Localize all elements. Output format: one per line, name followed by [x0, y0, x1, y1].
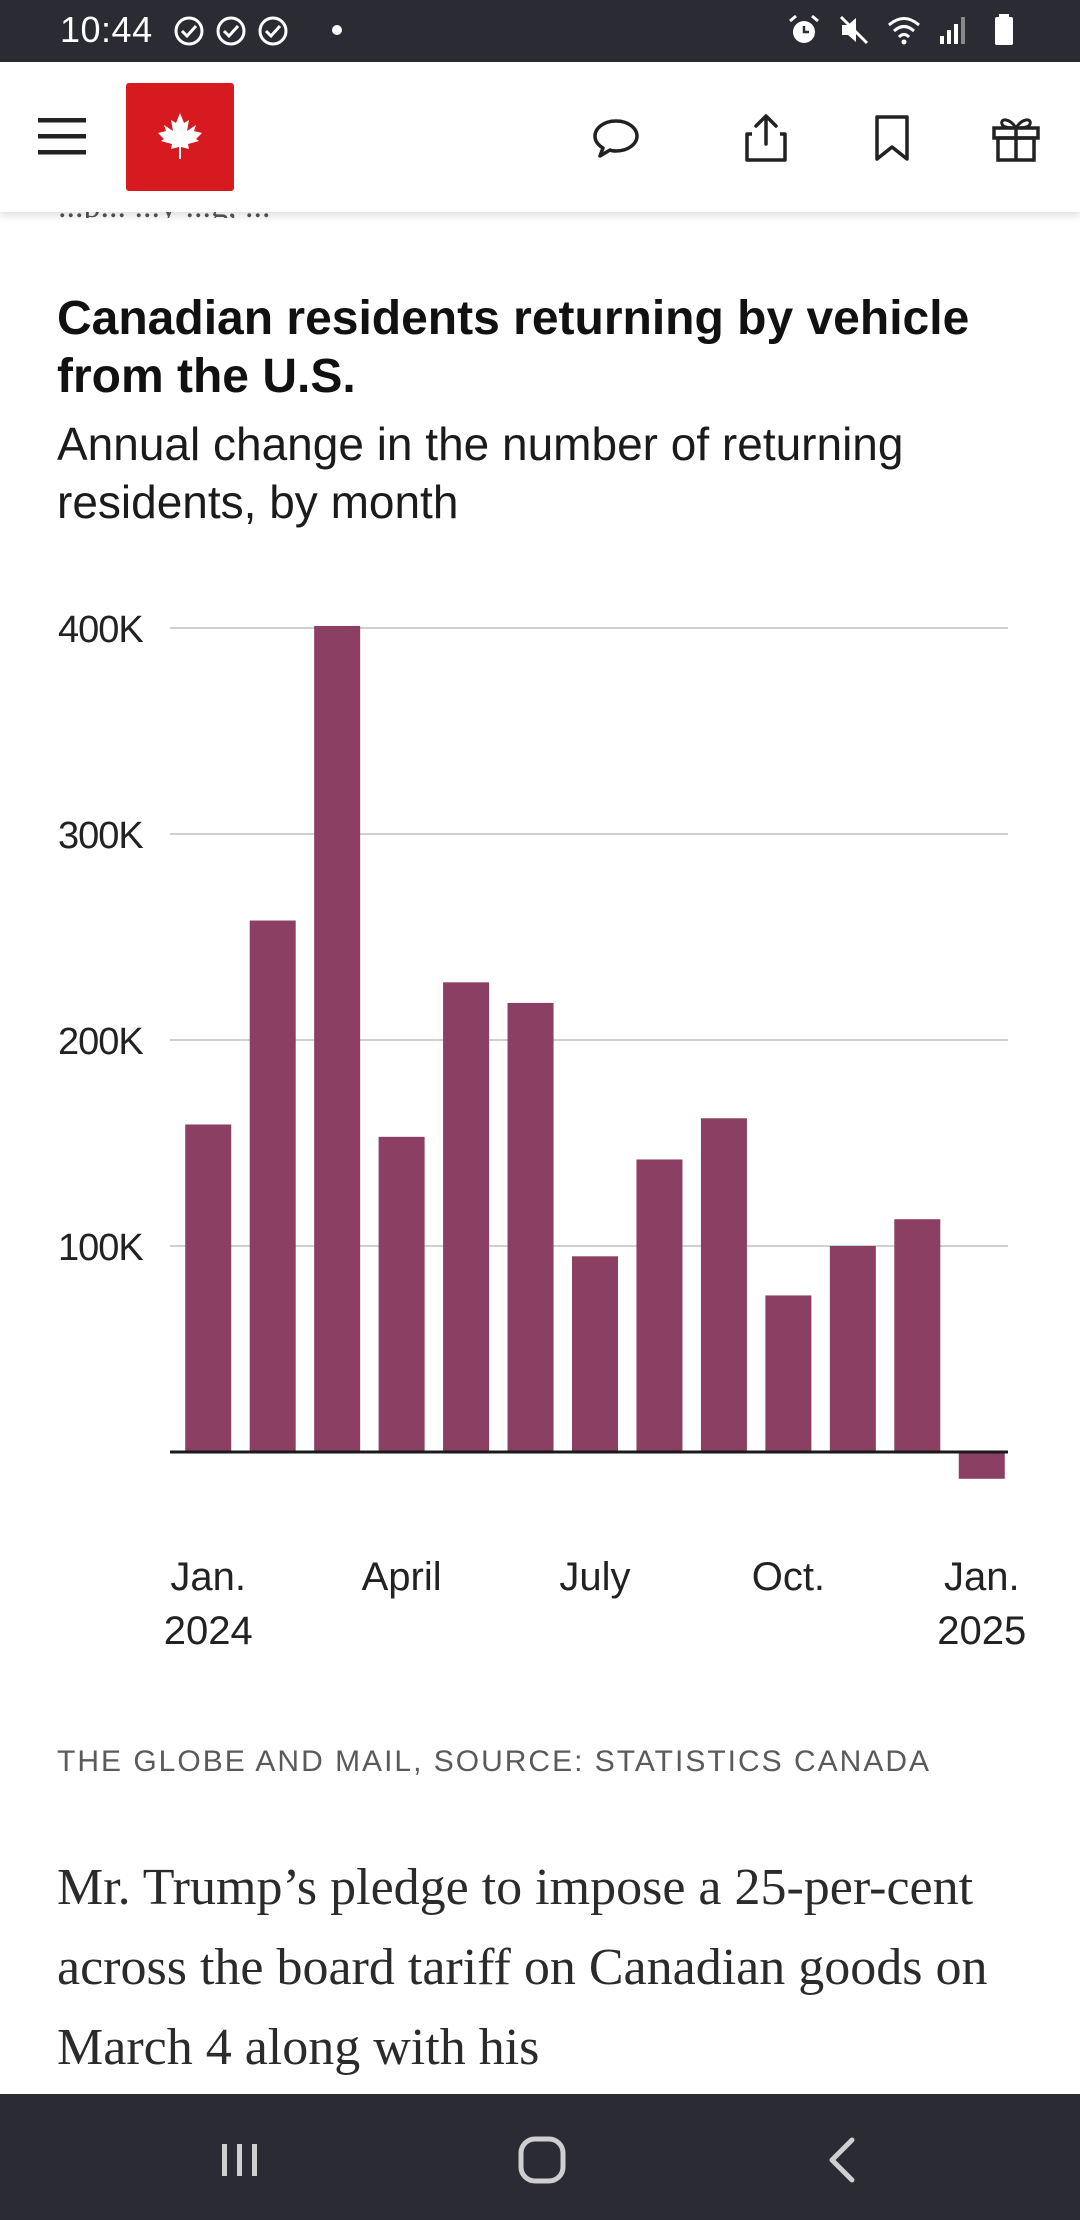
status-notifications [172, 14, 290, 48]
alarm-icon [789, 14, 819, 43]
x-tick-label: 2024 [164, 1609, 253, 1653]
check-circle-icon [174, 16, 204, 46]
bar [507, 1002, 554, 1452]
bar [314, 625, 361, 1452]
check-circle-icon [258, 16, 288, 46]
bar [829, 1246, 876, 1452]
x-tick-label: Jan. [170, 1555, 246, 1599]
gift-icon[interactable] [990, 112, 1042, 164]
bookmark-icon[interactable] [866, 112, 918, 164]
chart-title: Canadian residents returning by vehicle … [57, 292, 970, 403]
recent-apps-icon[interactable] [212, 2132, 268, 2188]
y-tick-label: 100K [58, 1227, 143, 1269]
globe-and-mail-logo[interactable] [126, 83, 234, 191]
app-toolbar [0, 62, 1080, 212]
status-time: 10:44 [60, 9, 153, 50]
signal-icon [940, 17, 965, 44]
maple-leaf-icon [158, 113, 202, 159]
y-tick-label: 200K [58, 1021, 143, 1063]
bar [378, 1136, 425, 1452]
comment-icon[interactable] [590, 112, 642, 164]
system-nav-bar [0, 2094, 1080, 2220]
article-paragraph: Mr. Trump’s pledge to impose a 25-per-ce… [57, 1859, 988, 2076]
x-tick-label: 2025 [937, 1609, 1026, 1653]
y-tick-label: 400K [58, 609, 143, 651]
status-bar: 10:44 [0, 0, 1080, 62]
share-icon[interactable] [740, 112, 792, 164]
notification-dot [332, 25, 342, 35]
bar [958, 1452, 1005, 1479]
bar-chart: 100K 200K 300K 400K Jan. 2024 April July Oct. Jan… [58, 609, 1026, 1653]
y-tick-label: 300K [58, 815, 143, 857]
x-tick-label: July [559, 1555, 630, 1599]
x-tick-label: Jan. [944, 1555, 1020, 1599]
x-tick-label: April [362, 1555, 442, 1599]
battery-icon [995, 14, 1013, 45]
menu-icon[interactable] [38, 114, 88, 160]
mute-icon [839, 15, 869, 45]
bar [185, 1124, 232, 1452]
check-circle-icon [216, 16, 246, 46]
bar [700, 1118, 747, 1452]
bar [249, 920, 296, 1452]
bar [765, 1295, 812, 1452]
home-icon[interactable] [514, 2132, 570, 2188]
bar [443, 982, 490, 1452]
chart-subtitle: Annual change in the number of returning… [57, 418, 904, 528]
wifi-icon [888, 17, 920, 45]
bar [636, 1159, 683, 1452]
bar [894, 1219, 941, 1452]
bar [572, 1256, 618, 1452]
status-system-icons [786, 12, 1022, 48]
x-tick-label: Oct. [752, 1555, 825, 1599]
back-icon[interactable] [816, 2132, 872, 2188]
chart-source: THE GLOBE AND MAIL, SOURCE: STATISTICS C… [57, 1745, 932, 1778]
